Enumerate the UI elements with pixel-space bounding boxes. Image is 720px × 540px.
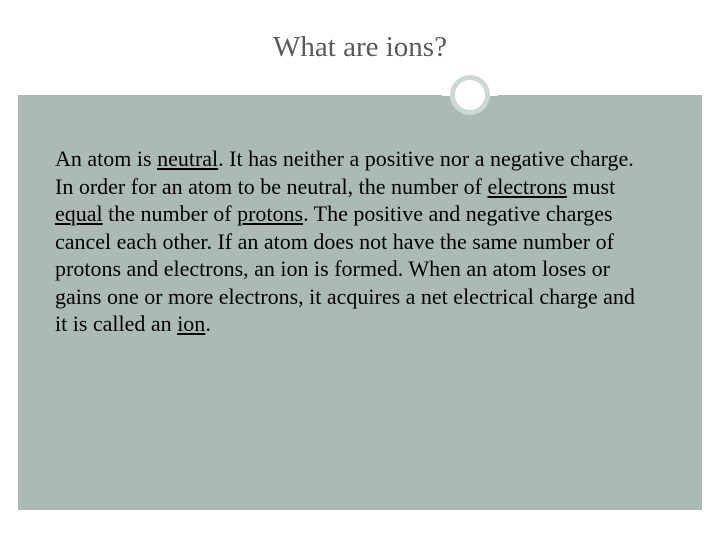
underline-ion: ion (177, 311, 205, 336)
divider-circle-icon (450, 75, 490, 115)
divider-line-left (18, 95, 442, 96)
text-segment: An atom is (55, 146, 157, 171)
underline-neutral: neutral (157, 146, 218, 171)
underline-electrons: electrons (488, 174, 567, 199)
text-segment: must (567, 174, 615, 199)
slide: What are ions? An atom is neutral. It ha… (0, 0, 720, 540)
underline-protons: protons (237, 201, 303, 226)
underline-equal: equal (55, 201, 103, 226)
body-text: An atom is neutral. It has neither a pos… (55, 145, 640, 338)
slide-title: What are ions? (273, 31, 447, 64)
text-segment: . (205, 311, 211, 336)
text-segment: the number of (103, 201, 237, 226)
divider-line-right (498, 95, 702, 96)
title-area: What are ions? (0, 0, 720, 95)
footer-line (18, 509, 702, 510)
